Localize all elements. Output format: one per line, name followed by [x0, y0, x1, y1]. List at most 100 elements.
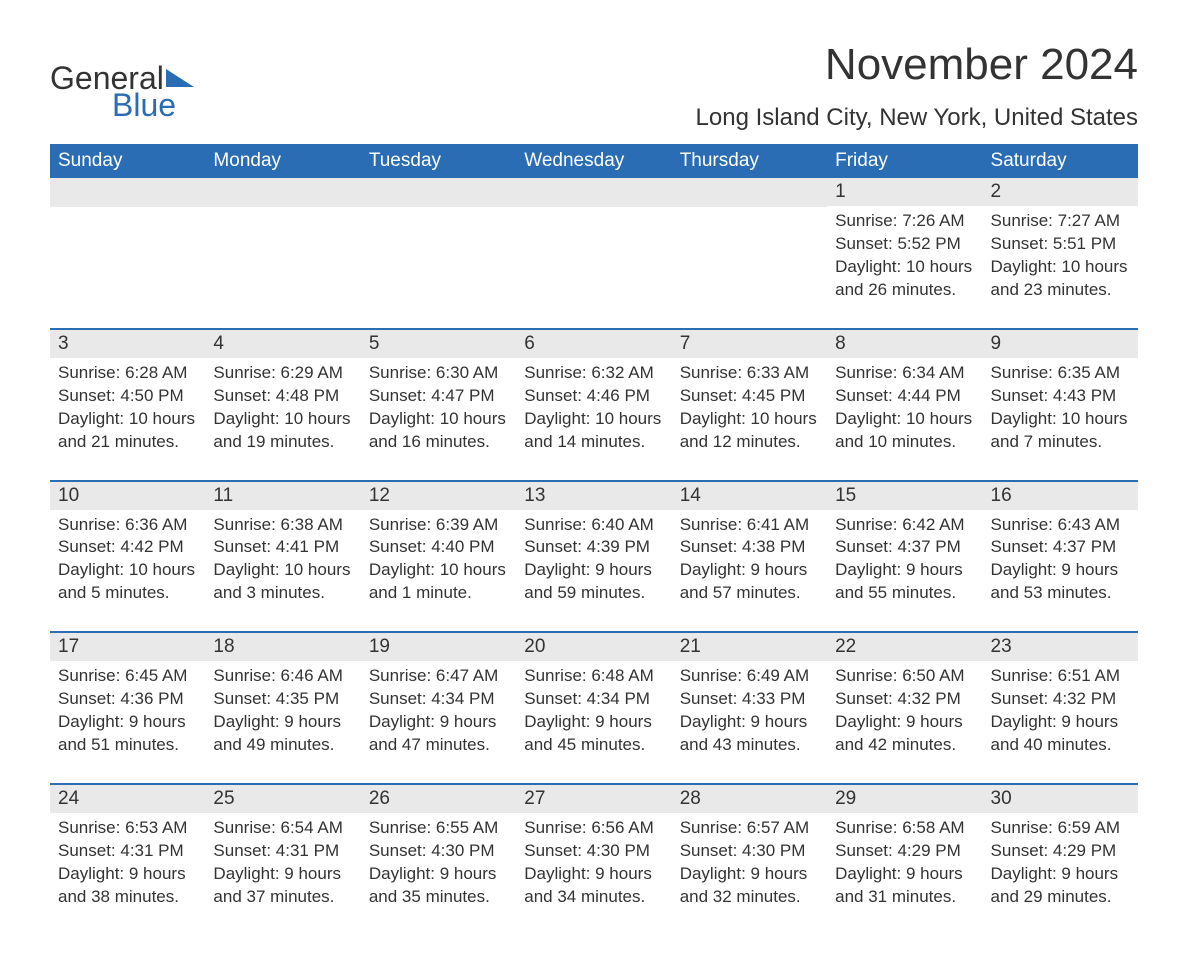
calendar-cell: 20Sunrise: 6:48 AMSunset: 4:34 PMDayligh… — [516, 632, 671, 784]
calendar-week: 3Sunrise: 6:28 AMSunset: 4:50 PMDaylight… — [50, 329, 1138, 481]
sunrise-line: Sunrise: 6:30 AM — [369, 362, 508, 385]
daylight-line: Daylight: 10 hours and 14 minutes. — [524, 408, 663, 454]
sunrise-line: Sunrise: 6:36 AM — [58, 514, 197, 537]
calendar-cell: 19Sunrise: 6:47 AMSunset: 4:34 PMDayligh… — [361, 632, 516, 784]
day-number: 10 — [50, 482, 205, 510]
day-content: Sunrise: 6:46 AMSunset: 4:35 PMDaylight:… — [205, 661, 360, 757]
day-number: 24 — [50, 785, 205, 813]
sunset-line: Sunset: 4:31 PM — [213, 840, 352, 863]
day-number: 15 — [827, 482, 982, 510]
calendar-week: 24Sunrise: 6:53 AMSunset: 4:31 PMDayligh… — [50, 784, 1138, 935]
day-number: 26 — [361, 785, 516, 813]
sunrise-line: Sunrise: 6:57 AM — [680, 817, 819, 840]
calendar-cell: 30Sunrise: 6:59 AMSunset: 4:29 PMDayligh… — [983, 784, 1138, 935]
calendar-cell: 13Sunrise: 6:40 AMSunset: 4:39 PMDayligh… — [516, 481, 671, 633]
sunset-line: Sunset: 4:45 PM — [680, 385, 819, 408]
calendar-cell — [361, 178, 516, 329]
sunrise-line: Sunrise: 6:42 AM — [835, 514, 974, 537]
daylight-line: Daylight: 10 hours and 12 minutes. — [680, 408, 819, 454]
calendar-cell: 24Sunrise: 6:53 AMSunset: 4:31 PMDayligh… — [50, 784, 205, 935]
sunrise-line: Sunrise: 6:54 AM — [213, 817, 352, 840]
day-content: Sunrise: 6:32 AMSunset: 4:46 PMDaylight:… — [516, 358, 671, 454]
day-number: 28 — [672, 785, 827, 813]
day-content: Sunrise: 6:55 AMSunset: 4:30 PMDaylight:… — [361, 813, 516, 909]
sunrise-line: Sunrise: 6:56 AM — [524, 817, 663, 840]
daylight-line: Daylight: 9 hours and 51 minutes. — [58, 711, 197, 757]
sunset-line: Sunset: 4:32 PM — [991, 688, 1130, 711]
day-content: Sunrise: 6:43 AMSunset: 4:37 PMDaylight:… — [983, 510, 1138, 606]
day-content: Sunrise: 6:40 AMSunset: 4:39 PMDaylight:… — [516, 510, 671, 606]
day-number: 19 — [361, 633, 516, 661]
calendar-week: 10Sunrise: 6:36 AMSunset: 4:42 PMDayligh… — [50, 481, 1138, 633]
calendar-cell: 3Sunrise: 6:28 AMSunset: 4:50 PMDaylight… — [50, 329, 205, 481]
day-number: 2 — [983, 178, 1138, 206]
calendar-cell — [672, 178, 827, 329]
day-number: 4 — [205, 330, 360, 358]
daylight-line: Daylight: 10 hours and 26 minutes. — [835, 256, 974, 302]
logo-triangle-icon — [166, 69, 194, 87]
sunrise-line: Sunrise: 6:33 AM — [680, 362, 819, 385]
day-number: 30 — [983, 785, 1138, 813]
day-number: 8 — [827, 330, 982, 358]
day-number: 17 — [50, 633, 205, 661]
calendar-cell: 23Sunrise: 6:51 AMSunset: 4:32 PMDayligh… — [983, 632, 1138, 784]
calendar-cell: 27Sunrise: 6:56 AMSunset: 4:30 PMDayligh… — [516, 784, 671, 935]
sunset-line: Sunset: 4:40 PM — [369, 536, 508, 559]
sunrise-line: Sunrise: 7:26 AM — [835, 210, 974, 233]
calendar-cell: 4Sunrise: 6:29 AMSunset: 4:48 PMDaylight… — [205, 329, 360, 481]
sunset-line: Sunset: 4:30 PM — [524, 840, 663, 863]
day-number: 7 — [672, 330, 827, 358]
sunrise-line: Sunrise: 6:48 AM — [524, 665, 663, 688]
calendar-cell — [50, 178, 205, 329]
sunrise-line: Sunrise: 6:39 AM — [369, 514, 508, 537]
day-content: Sunrise: 6:41 AMSunset: 4:38 PMDaylight:… — [672, 510, 827, 606]
daylight-line: Daylight: 9 hours and 57 minutes. — [680, 559, 819, 605]
sunrise-line: Sunrise: 6:59 AM — [991, 817, 1130, 840]
logo-blue-text: Blue — [112, 87, 176, 124]
daylight-line: Daylight: 10 hours and 21 minutes. — [58, 408, 197, 454]
sunset-line: Sunset: 4:32 PM — [835, 688, 974, 711]
calendar-cell: 6Sunrise: 6:32 AMSunset: 4:46 PMDaylight… — [516, 329, 671, 481]
day-content: Sunrise: 6:42 AMSunset: 4:37 PMDaylight:… — [827, 510, 982, 606]
day-number: 29 — [827, 785, 982, 813]
daylight-line: Daylight: 9 hours and 40 minutes. — [991, 711, 1130, 757]
day-number: 9 — [983, 330, 1138, 358]
daylight-line: Daylight: 10 hours and 1 minute. — [369, 559, 508, 605]
sunrise-line: Sunrise: 6:49 AM — [680, 665, 819, 688]
calendar-cell: 17Sunrise: 6:45 AMSunset: 4:36 PMDayligh… — [50, 632, 205, 784]
calendar-cell: 14Sunrise: 6:41 AMSunset: 4:38 PMDayligh… — [672, 481, 827, 633]
sunset-line: Sunset: 4:42 PM — [58, 536, 197, 559]
day-number: 11 — [205, 482, 360, 510]
sunset-line: Sunset: 4:37 PM — [991, 536, 1130, 559]
daylight-line: Daylight: 10 hours and 5 minutes. — [58, 559, 197, 605]
title-block: November 2024 Long Island City, New York… — [696, 40, 1138, 132]
day-content: Sunrise: 7:27 AMSunset: 5:51 PMDaylight:… — [983, 206, 1138, 302]
sunset-line: Sunset: 4:33 PM — [680, 688, 819, 711]
day-number: 18 — [205, 633, 360, 661]
calendar-cell — [516, 178, 671, 329]
day-number: 13 — [516, 482, 671, 510]
day-header: Saturday — [983, 144, 1138, 178]
logo: General Blue — [50, 40, 194, 124]
day-content: Sunrise: 6:50 AMSunset: 4:32 PMDaylight:… — [827, 661, 982, 757]
day-number: 20 — [516, 633, 671, 661]
empty-day — [205, 178, 360, 207]
day-number: 1 — [827, 178, 982, 206]
daylight-line: Daylight: 9 hours and 47 minutes. — [369, 711, 508, 757]
month-title: November 2024 — [696, 40, 1138, 90]
sunset-line: Sunset: 4:35 PM — [213, 688, 352, 711]
calendar-cell: 2Sunrise: 7:27 AMSunset: 5:51 PMDaylight… — [983, 178, 1138, 329]
day-content: Sunrise: 6:49 AMSunset: 4:33 PMDaylight:… — [672, 661, 827, 757]
empty-day — [50, 178, 205, 207]
sunset-line: Sunset: 4:29 PM — [991, 840, 1130, 863]
calendar-cell: 22Sunrise: 6:50 AMSunset: 4:32 PMDayligh… — [827, 632, 982, 784]
location-subtitle: Long Island City, New York, United State… — [696, 104, 1138, 132]
sunrise-line: Sunrise: 6:35 AM — [991, 362, 1130, 385]
sunrise-line: Sunrise: 6:34 AM — [835, 362, 974, 385]
day-number: 14 — [672, 482, 827, 510]
day-content: Sunrise: 6:47 AMSunset: 4:34 PMDaylight:… — [361, 661, 516, 757]
daylight-line: Daylight: 9 hours and 37 minutes. — [213, 863, 352, 909]
day-header: Monday — [205, 144, 360, 178]
day-content: Sunrise: 6:30 AMSunset: 4:47 PMDaylight:… — [361, 358, 516, 454]
day-number: 22 — [827, 633, 982, 661]
